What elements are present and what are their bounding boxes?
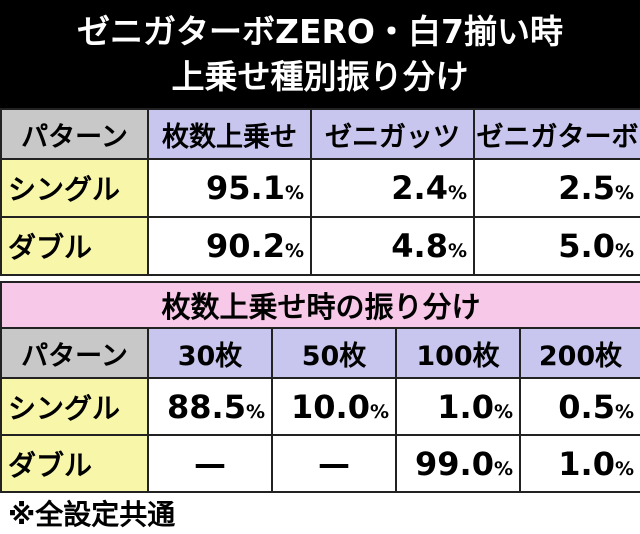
value-cell: 2.4% xyxy=(310,158,475,218)
value-cell: 0.5% xyxy=(519,377,640,436)
table2-header-pattern: パターン xyxy=(0,327,149,379)
table2-header-30: 30枚 xyxy=(147,327,273,379)
table2-header-row: パターン 30枚 50枚 100枚 200枚 xyxy=(0,327,640,379)
row-label-single: シングル xyxy=(0,158,149,218)
medal-add-distribution-table: 枚数上乗せ時の振り分け パターン 30枚 50枚 100枚 200枚 シングル … xyxy=(0,281,640,493)
value-cell: 10.0% xyxy=(271,377,397,436)
page-title: ゼニガターボZERO・白7揃い時 上乗せ種別振り分け xyxy=(0,0,640,108)
table1-header-zenigaturbo: ゼニガターボ xyxy=(473,108,640,160)
value-cell: 95.1% xyxy=(147,158,312,218)
table1-header-zenigatts: ゼニガッツ xyxy=(310,108,475,160)
value-cell: 4.8% xyxy=(310,216,475,276)
table-row: ダブル — — 99.0% 1.0% xyxy=(0,434,640,493)
dash-cell: — xyxy=(147,434,273,493)
footnote: ※全設定共通 xyxy=(8,498,176,531)
table-row: シングル 88.5% 10.0% 1.0% 0.5% xyxy=(0,377,640,436)
type-distribution-table: パターン 枚数上乗せ ゼニガッツ ゼニガターボ シングル 95.1% 2.4% … xyxy=(0,108,640,276)
value-cell: 99.0% xyxy=(395,434,521,493)
table2-header-200: 200枚 xyxy=(519,327,640,379)
row-label-double: ダブル xyxy=(0,216,149,276)
table-row: ダブル 90.2% 4.8% 5.0% xyxy=(0,216,640,276)
table1-header-pattern: パターン xyxy=(0,108,149,160)
table2-header-100: 100枚 xyxy=(395,327,521,379)
table1-header-medal-add: 枚数上乗せ xyxy=(147,108,312,160)
row-label-single: シングル xyxy=(0,377,149,436)
table2-header-50: 50枚 xyxy=(271,327,397,379)
title-line-2: 上乗せ種別振り分け xyxy=(171,57,469,96)
section-title: 枚数上乗せ時の振り分け xyxy=(0,281,640,329)
value-cell: 1.0% xyxy=(519,434,640,493)
table1-header-row: パターン 枚数上乗せ ゼニガッツ ゼニガターボ xyxy=(0,108,640,160)
dash-cell: — xyxy=(271,434,397,493)
table-row: シングル 95.1% 2.4% 2.5% xyxy=(0,158,640,218)
value-cell: 2.5% xyxy=(473,158,640,218)
value-cell: 88.5% xyxy=(147,377,273,436)
title-line-1: ゼニガターボZERO・白7揃い時 xyxy=(77,12,563,51)
row-label-double: ダブル xyxy=(0,434,149,493)
value-cell: 1.0% xyxy=(395,377,521,436)
value-cell: 5.0% xyxy=(473,216,640,276)
section-header-row: 枚数上乗せ時の振り分け xyxy=(0,281,640,329)
value-cell: 90.2% xyxy=(147,216,312,276)
